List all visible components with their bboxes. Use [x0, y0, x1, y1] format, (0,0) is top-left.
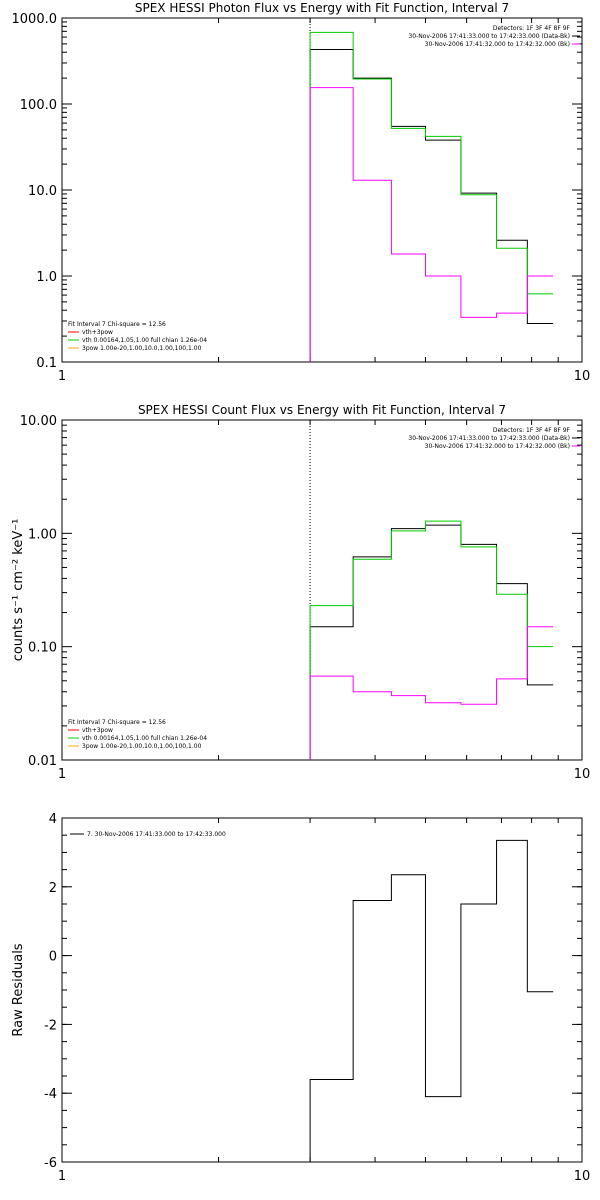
series-line: [309, 626, 554, 760]
plot-frame: [61, 17, 583, 363]
y-tick-label: 1.0: [36, 270, 57, 285]
y-axis-label: counts s⁻¹ cm⁻² keV⁻¹: [11, 519, 26, 662]
series-line: [309, 520, 554, 760]
x-tick-label: 10: [574, 1169, 591, 1184]
x-tick-label: 1: [58, 1169, 66, 1184]
info-text: 30-Nov-2006 17:41:33.000 to 17:42:33.000…: [408, 33, 570, 40]
y-tick-label: -4: [44, 1087, 57, 1102]
legend-text: Fit Interval 7 Chi-square = 12.56: [68, 321, 166, 328]
legend-text: vth 0.00164,1.05,1.00 full chian 1.26e-0…: [82, 735, 207, 742]
series-line: [309, 524, 554, 760]
info-text: Detectors: 1F 3F 4F 8F 9F: [493, 427, 571, 434]
y-tick-label: -2: [44, 1018, 57, 1033]
y-tick-label: 2: [49, 881, 57, 896]
x-tick-label: 1: [58, 369, 66, 384]
series-line: [309, 49, 554, 362]
y-tick-label: 0.10: [28, 641, 57, 656]
legend-text: 7. 30-Nov-2006 17:41:33.000 to 17:42:33.…: [87, 831, 226, 838]
y-tick-label: 0: [49, 950, 57, 965]
legend-text: 3pow 1.00e-20,1.00,10.0,1.00,100,1.00: [82, 743, 202, 750]
y-tick-label: 0.01: [28, 754, 57, 769]
x-tick-label: 10: [574, 767, 591, 782]
info-text: Detectors: 1F 3F 4F 8F 9F: [493, 25, 571, 32]
y-tick-label: 0.1: [36, 356, 57, 371]
legend-text: vth+3pow: [82, 727, 113, 734]
series-line: [309, 31, 554, 362]
plot-frame: [61, 817, 583, 1163]
plot-frame: [61, 419, 583, 761]
y-tick-label: 4: [49, 812, 57, 827]
legend-text: Fit Interval 7 Chi-square = 12.56: [68, 719, 166, 726]
info-text: 30-Nov-2006 17:41:32.000 to 17:42:32.000…: [425, 443, 570, 450]
series-line: [309, 839, 554, 1162]
x-tick-label: 1: [58, 767, 66, 782]
legend-text: vth+3pow: [82, 329, 113, 336]
info-text: 30-Nov-2006 17:41:33.000 to 17:42:33.000…: [408, 435, 570, 442]
legend-text: vth 0.00164,1.05,1.00 full chian 1.26e-0…: [82, 337, 207, 344]
y-tick-label: 1000.0: [12, 12, 58, 27]
count-flux-panel: SPEX HESSI Count Flux vs Energy with Fit…: [11, 403, 590, 782]
y-tick-label: 100.0: [20, 98, 57, 113]
y-tick-label: 10.00: [20, 414, 57, 429]
info-text: 30-Nov-2006 17:41:32.000 to 17:42:32.000…: [425, 41, 570, 48]
y-tick-label: 10.0: [28, 184, 57, 199]
photon-flux-panel: SPEX HESSI Photon Flux vs Energy with Fi…: [12, 1, 591, 384]
y-tick-label: 1.00: [28, 527, 57, 542]
chart-title: SPEX HESSI Count Flux vs Energy with Fit…: [138, 403, 506, 417]
y-axis-label: Raw Residuals: [11, 943, 26, 1036]
y-tick-label: -6: [44, 1156, 57, 1171]
x-tick-label: 10: [574, 369, 591, 384]
legend-text: 3pow 1.00e-20,1.00,10.0,1.00,100,1.00: [82, 345, 202, 352]
chart-title: SPEX HESSI Photon Flux vs Energy with Fi…: [135, 1, 509, 15]
residuals-panel: Raw Residuals 1 10 -6 -4 -2 0 2 4 7. 30-Nov-2006 …: [11, 812, 590, 1184]
series-line: [309, 87, 554, 362]
